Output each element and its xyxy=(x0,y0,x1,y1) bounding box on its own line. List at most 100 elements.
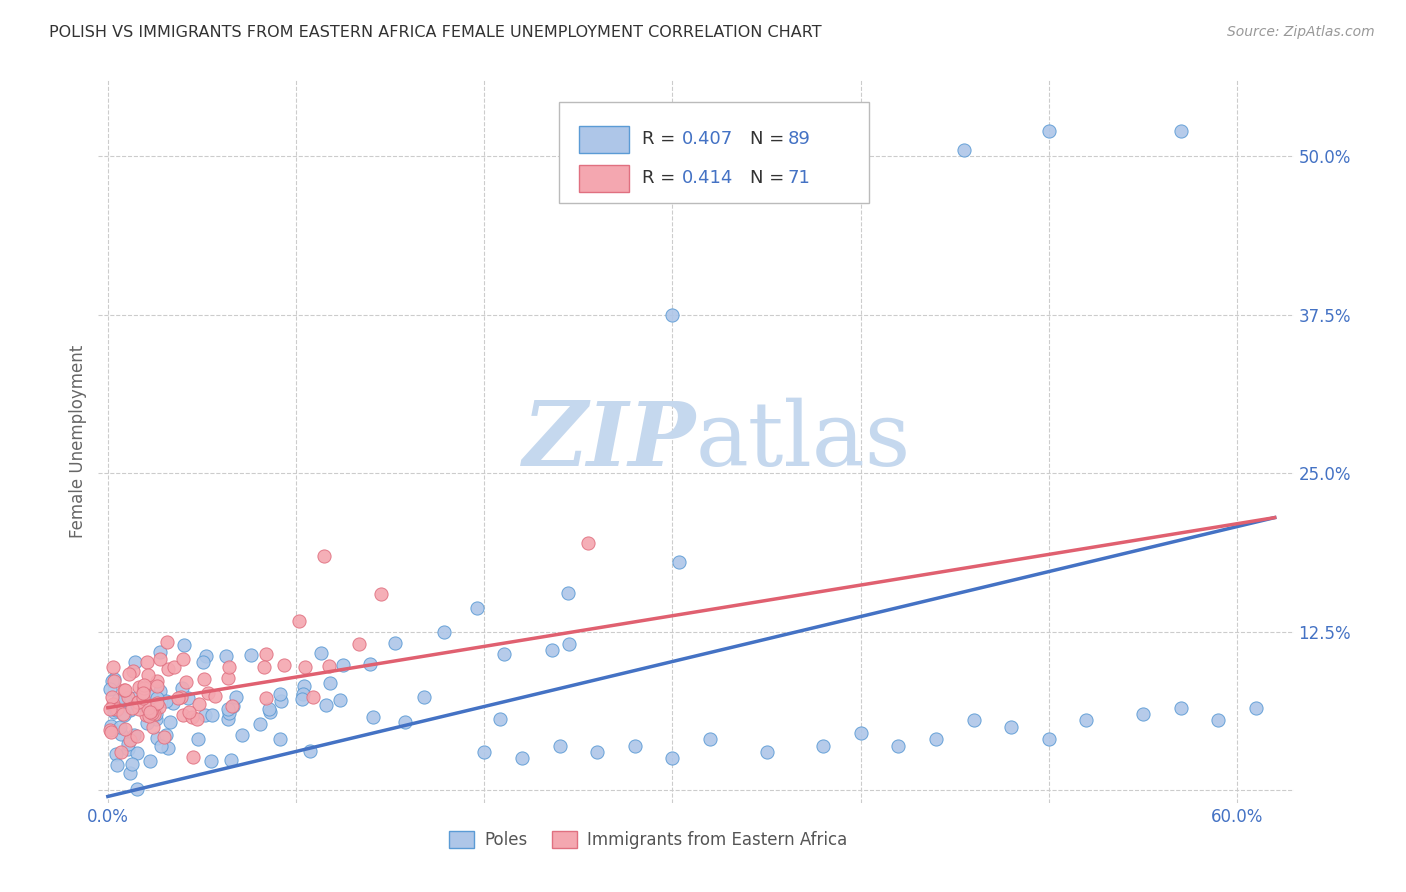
Point xyxy=(156,741,179,756)
Point xyxy=(146,731,169,746)
Point xyxy=(239,648,262,663)
Point xyxy=(127,695,149,709)
Point xyxy=(146,690,169,705)
Point xyxy=(217,712,239,726)
FancyBboxPatch shape xyxy=(558,102,869,203)
Point xyxy=(361,710,384,724)
Point xyxy=(201,708,224,723)
Point xyxy=(173,652,195,666)
Point xyxy=(117,690,139,704)
FancyBboxPatch shape xyxy=(579,126,628,153)
Point xyxy=(157,662,180,676)
Point xyxy=(125,781,148,796)
Point xyxy=(145,706,167,721)
Point xyxy=(114,691,136,706)
Text: N =: N = xyxy=(749,130,790,148)
Point xyxy=(215,649,238,664)
Point xyxy=(111,706,134,721)
Point xyxy=(204,689,226,703)
Point xyxy=(467,601,489,615)
Point xyxy=(291,687,314,701)
Point xyxy=(104,747,127,761)
Point xyxy=(269,731,291,746)
Point xyxy=(98,681,121,696)
Point xyxy=(105,758,128,772)
Point xyxy=(254,690,277,705)
Point xyxy=(221,698,243,713)
Point xyxy=(136,655,159,669)
Point xyxy=(217,672,239,686)
Point xyxy=(1206,714,1229,728)
Point xyxy=(291,692,314,706)
Point xyxy=(120,766,142,780)
Point xyxy=(118,667,141,681)
Point xyxy=(172,707,194,722)
Point xyxy=(103,706,125,720)
Point xyxy=(218,706,240,720)
Point xyxy=(176,674,198,689)
Point xyxy=(953,143,976,157)
Point xyxy=(1038,124,1060,138)
Point xyxy=(142,720,165,734)
Point xyxy=(1038,732,1060,747)
Point xyxy=(149,739,172,753)
Point xyxy=(139,706,162,720)
Point xyxy=(200,754,222,768)
Point xyxy=(107,693,129,707)
Point xyxy=(105,701,128,715)
Point xyxy=(141,706,163,720)
Point xyxy=(100,719,122,733)
Point xyxy=(100,725,122,739)
Point xyxy=(101,697,124,711)
Point xyxy=(347,637,370,651)
Text: 89: 89 xyxy=(787,130,811,148)
Text: R =: R = xyxy=(643,130,681,148)
Text: Source: ZipAtlas.com: Source: ZipAtlas.com xyxy=(1227,25,1375,39)
Point xyxy=(558,637,581,651)
Point xyxy=(136,716,159,731)
Point xyxy=(301,690,323,704)
Point xyxy=(121,757,143,772)
Point xyxy=(311,646,333,660)
Point xyxy=(145,712,167,726)
Point xyxy=(114,722,136,736)
Point xyxy=(142,706,165,721)
Point xyxy=(141,689,163,703)
Point xyxy=(1244,700,1267,714)
Point xyxy=(541,643,564,657)
Point xyxy=(112,682,135,697)
Point xyxy=(194,648,217,663)
Text: R =: R = xyxy=(643,169,681,186)
Text: 0.414: 0.414 xyxy=(682,169,733,186)
Point xyxy=(127,695,149,709)
Point xyxy=(117,741,139,756)
Point xyxy=(128,702,150,716)
Point xyxy=(548,739,571,753)
Point xyxy=(370,587,392,601)
Text: 71: 71 xyxy=(787,169,811,186)
Point xyxy=(1132,707,1154,722)
FancyBboxPatch shape xyxy=(579,165,628,193)
Text: POLISH VS IMMIGRANTS FROM EASTERN AFRICA FEMALE UNEMPLOYMENT CORRELATION CHART: POLISH VS IMMIGRANTS FROM EASTERN AFRICA… xyxy=(49,25,823,40)
Point xyxy=(299,744,322,758)
Point xyxy=(394,714,416,729)
Point xyxy=(294,679,316,693)
Text: ZIP: ZIP xyxy=(523,399,696,484)
Point xyxy=(134,678,156,692)
Point xyxy=(191,655,214,669)
Point xyxy=(887,739,910,753)
Point xyxy=(114,682,136,697)
Point xyxy=(661,751,683,765)
Point xyxy=(101,660,124,674)
Point xyxy=(142,706,165,721)
Point xyxy=(103,673,125,688)
Point xyxy=(661,308,683,322)
Point xyxy=(128,696,150,710)
Point xyxy=(148,700,170,714)
Point xyxy=(187,732,209,747)
Point xyxy=(120,703,142,717)
Point xyxy=(329,692,352,706)
Point xyxy=(811,143,834,157)
Point xyxy=(159,714,181,729)
Point xyxy=(494,647,516,661)
